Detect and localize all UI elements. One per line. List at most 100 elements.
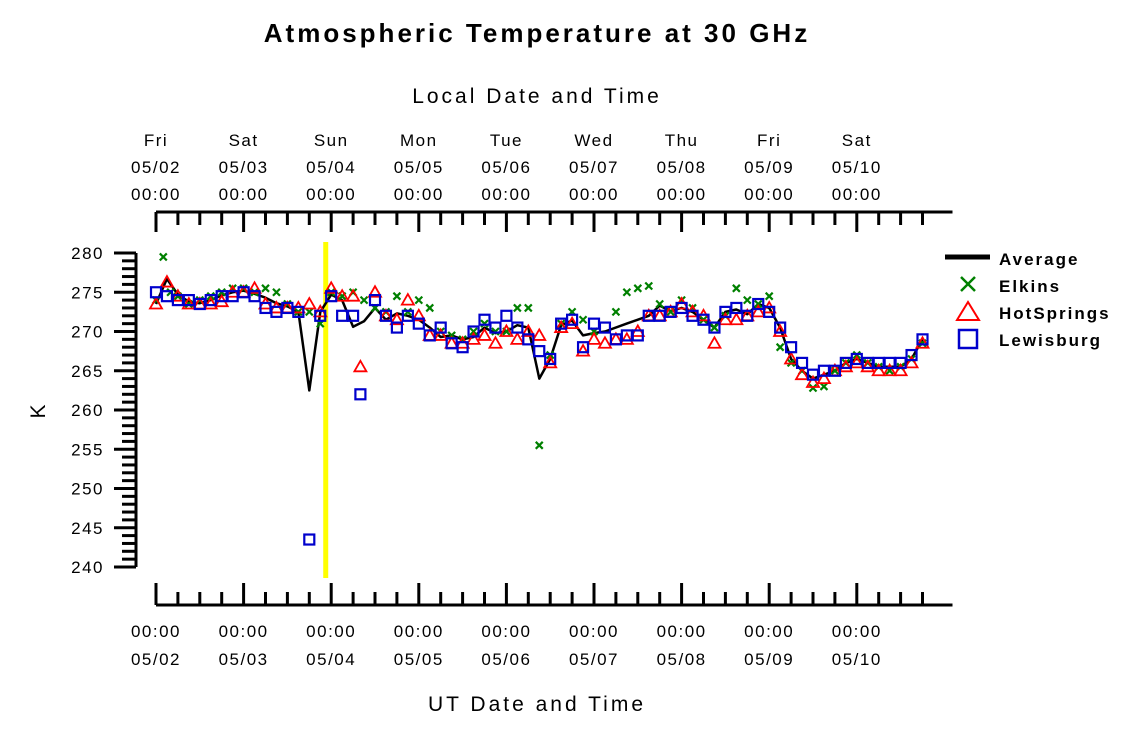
top-tick-label: 00:00 xyxy=(657,185,707,204)
data-point-hotsprings xyxy=(301,296,317,310)
y-tick-label: 245 xyxy=(71,519,104,538)
data-point-elkins-stroke xyxy=(359,295,369,305)
data-point-elkins xyxy=(392,291,402,301)
y-tick-label: 280 xyxy=(71,244,104,263)
y-axis-label: K xyxy=(27,401,50,418)
top-tick-label: 00:00 xyxy=(219,185,269,204)
data-point-lewisburg xyxy=(697,313,710,326)
data-point-lewisburg xyxy=(533,345,546,358)
bottom-tick-label: 00:00 xyxy=(306,622,356,641)
data-point-hotsprings xyxy=(531,327,547,341)
top-tick-label: 05/06 xyxy=(481,158,531,177)
data-point-lewisburg xyxy=(598,321,612,334)
top-tick-label: 00:00 xyxy=(306,185,356,204)
data-point-hotsprings xyxy=(772,323,788,337)
data-point-elkins-stroke xyxy=(764,291,774,301)
bottom-tick-label: 05/08 xyxy=(657,650,707,669)
top-tick-label: Fri xyxy=(757,131,781,150)
series-layer xyxy=(148,252,931,546)
data-point-elkins xyxy=(633,284,643,293)
data-point-elkins xyxy=(414,295,424,305)
data-point-hotsprings xyxy=(728,311,744,326)
bottom-tick-label: 00:00 xyxy=(481,622,531,641)
data-point-elkins xyxy=(578,315,588,325)
data-point-hotsprings xyxy=(597,335,613,349)
data-point-lewisburg xyxy=(434,321,447,334)
data-point-hotsprings xyxy=(487,335,504,349)
data-point-hotsprings xyxy=(181,296,197,310)
data-point-elkins-stroke xyxy=(655,299,664,309)
data-point-elkins xyxy=(359,295,369,305)
data-point-lewisburg xyxy=(303,533,316,546)
data-point-elkins-stroke xyxy=(710,323,719,332)
top-tick-label: 05/02 xyxy=(131,158,181,177)
data-point-lewisburg xyxy=(631,329,644,342)
data-point-hotsprings xyxy=(352,359,368,373)
data-point-hotsprings xyxy=(542,355,558,369)
data-point-elkins xyxy=(764,291,774,301)
top-tick-label: Sat xyxy=(229,131,259,150)
data-point-elkins xyxy=(469,327,478,336)
data-point-lewisburg xyxy=(354,388,367,401)
bottom-axis-label: UT Date and Time xyxy=(428,693,646,716)
top-axis-label: Local Date and Time xyxy=(412,85,662,108)
top-tick-label: 05/03 xyxy=(219,158,269,177)
data-point-elkins xyxy=(622,287,632,297)
data-point-elkins-stroke xyxy=(808,383,818,393)
data-point-hotsprings xyxy=(816,370,832,385)
data-point-lewisburg xyxy=(314,309,327,322)
data-point-elkins xyxy=(159,252,168,262)
legend-swatch-hotsprings xyxy=(955,300,981,321)
bottom-tick-label: 00:00 xyxy=(219,622,269,641)
data-point-elkins xyxy=(524,303,533,313)
data-point-elkins-stroke xyxy=(261,284,270,293)
data-point-elkins xyxy=(775,342,785,352)
data-point-lewisburg xyxy=(412,317,425,330)
data-point-hotsprings xyxy=(433,327,449,341)
data-point-lewisburg xyxy=(916,333,929,346)
data-point-hotsprings xyxy=(893,362,909,377)
top-tick-label: 00:00 xyxy=(481,185,531,204)
legend-label-elkins: Elkins xyxy=(999,277,1061,296)
bottom-tick-label: 00:00 xyxy=(131,622,181,641)
data-point-hotsprings xyxy=(794,366,810,381)
axes: Fri 05/02 00:00 Sat 05/03 00:00 Sun 05/04 00:00 M… xyxy=(71,131,953,669)
chart-title: Atmospheric Temperature at 30 GHz xyxy=(264,18,810,48)
legend-swatch-stroke xyxy=(960,276,976,292)
data-point-elkins xyxy=(261,284,270,293)
data-point-elkins xyxy=(710,323,719,332)
top-tick-label: Fri xyxy=(144,131,168,150)
top-tick-label: Tue xyxy=(490,131,523,150)
data-point-hotsprings xyxy=(389,311,405,326)
data-point-lewisburg xyxy=(741,309,754,322)
data-point-lewisburg xyxy=(894,356,907,369)
data-point-elkins-stroke xyxy=(159,252,168,262)
data-point-hotsprings xyxy=(334,288,350,302)
legend-label-lewisburg: Lewisburg xyxy=(999,331,1102,350)
data-point-hotsprings xyxy=(148,296,164,310)
data-point-elkins-stroke xyxy=(414,295,424,305)
y-tick-label: 255 xyxy=(71,440,104,459)
data-point-lewisburg xyxy=(708,321,721,334)
data-point-hotsprings xyxy=(882,362,898,377)
bottom-tick-label: 05/05 xyxy=(394,650,444,669)
data-point-lewisburg xyxy=(511,321,524,334)
data-point-elkins xyxy=(534,441,544,450)
data-point-lewisburg xyxy=(784,341,798,354)
data-point-lewisburg xyxy=(675,301,688,315)
top-tick-label: Sat xyxy=(842,131,872,150)
data-point-elkins-stroke xyxy=(743,295,752,305)
data-point-elkins xyxy=(732,284,741,293)
data-point-lewisburg xyxy=(522,333,535,346)
data-point-hotsprings xyxy=(717,311,733,326)
data-point-elkins-stroke xyxy=(305,307,314,317)
data-point-lewisburg xyxy=(336,309,349,322)
data-point-hotsprings xyxy=(860,359,876,373)
data-point-hotsprings xyxy=(553,319,569,333)
bottom-tick-label: 00:00 xyxy=(744,622,794,641)
data-point-hotsprings xyxy=(411,307,427,322)
bottom-tick-label: 00:00 xyxy=(569,622,619,641)
bottom-tick-label: 00:00 xyxy=(832,622,882,641)
series-elkins xyxy=(151,252,927,450)
